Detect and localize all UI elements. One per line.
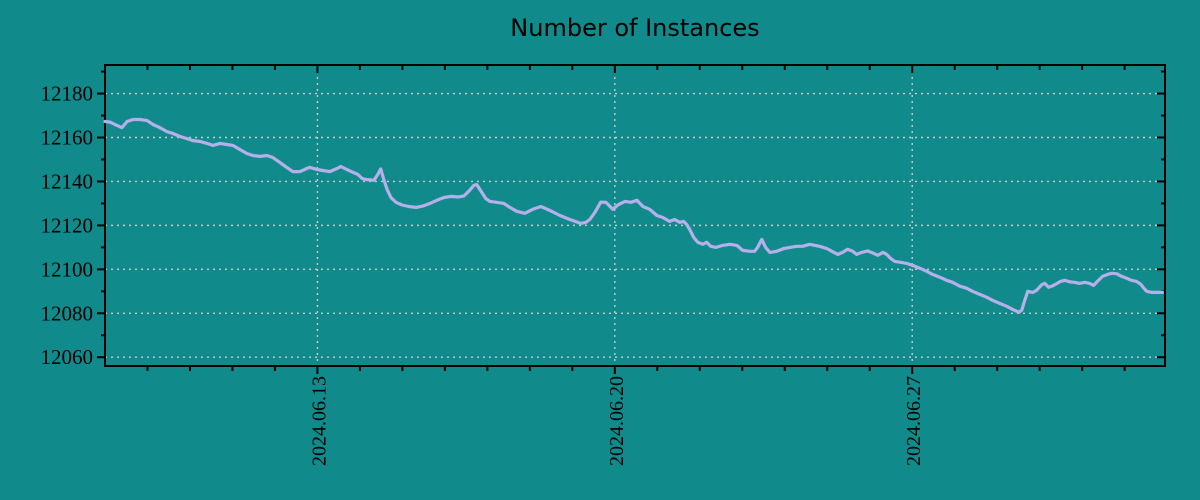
axis-ticks (97, 65, 1165, 374)
data-line (103, 117, 1165, 314)
x-tick-label: 2024.06.27 (903, 376, 925, 466)
y-tick-label: 12100 (41, 257, 94, 281)
tick-labels: 12060 12080 12100 12120 12140 12160 12180 2024.… (41, 82, 926, 466)
gridlines (105, 65, 1165, 366)
y-tick-label: 12080 (41, 301, 94, 325)
x-tick-label: 2024.06.20 (606, 376, 628, 466)
x-tick-label: 2024.06.13 (308, 376, 330, 466)
y-tick-label: 12140 (41, 169, 94, 193)
plot-border (104, 64, 1166, 367)
y-tick-label: 12120 (41, 213, 94, 237)
y-tick-label: 12160 (41, 126, 94, 150)
y-tick-label: 12060 (41, 345, 94, 369)
y-tick-label: 12180 (41, 82, 94, 106)
chart-title: Number of Instances (510, 14, 760, 42)
series-instances (103, 117, 1165, 314)
